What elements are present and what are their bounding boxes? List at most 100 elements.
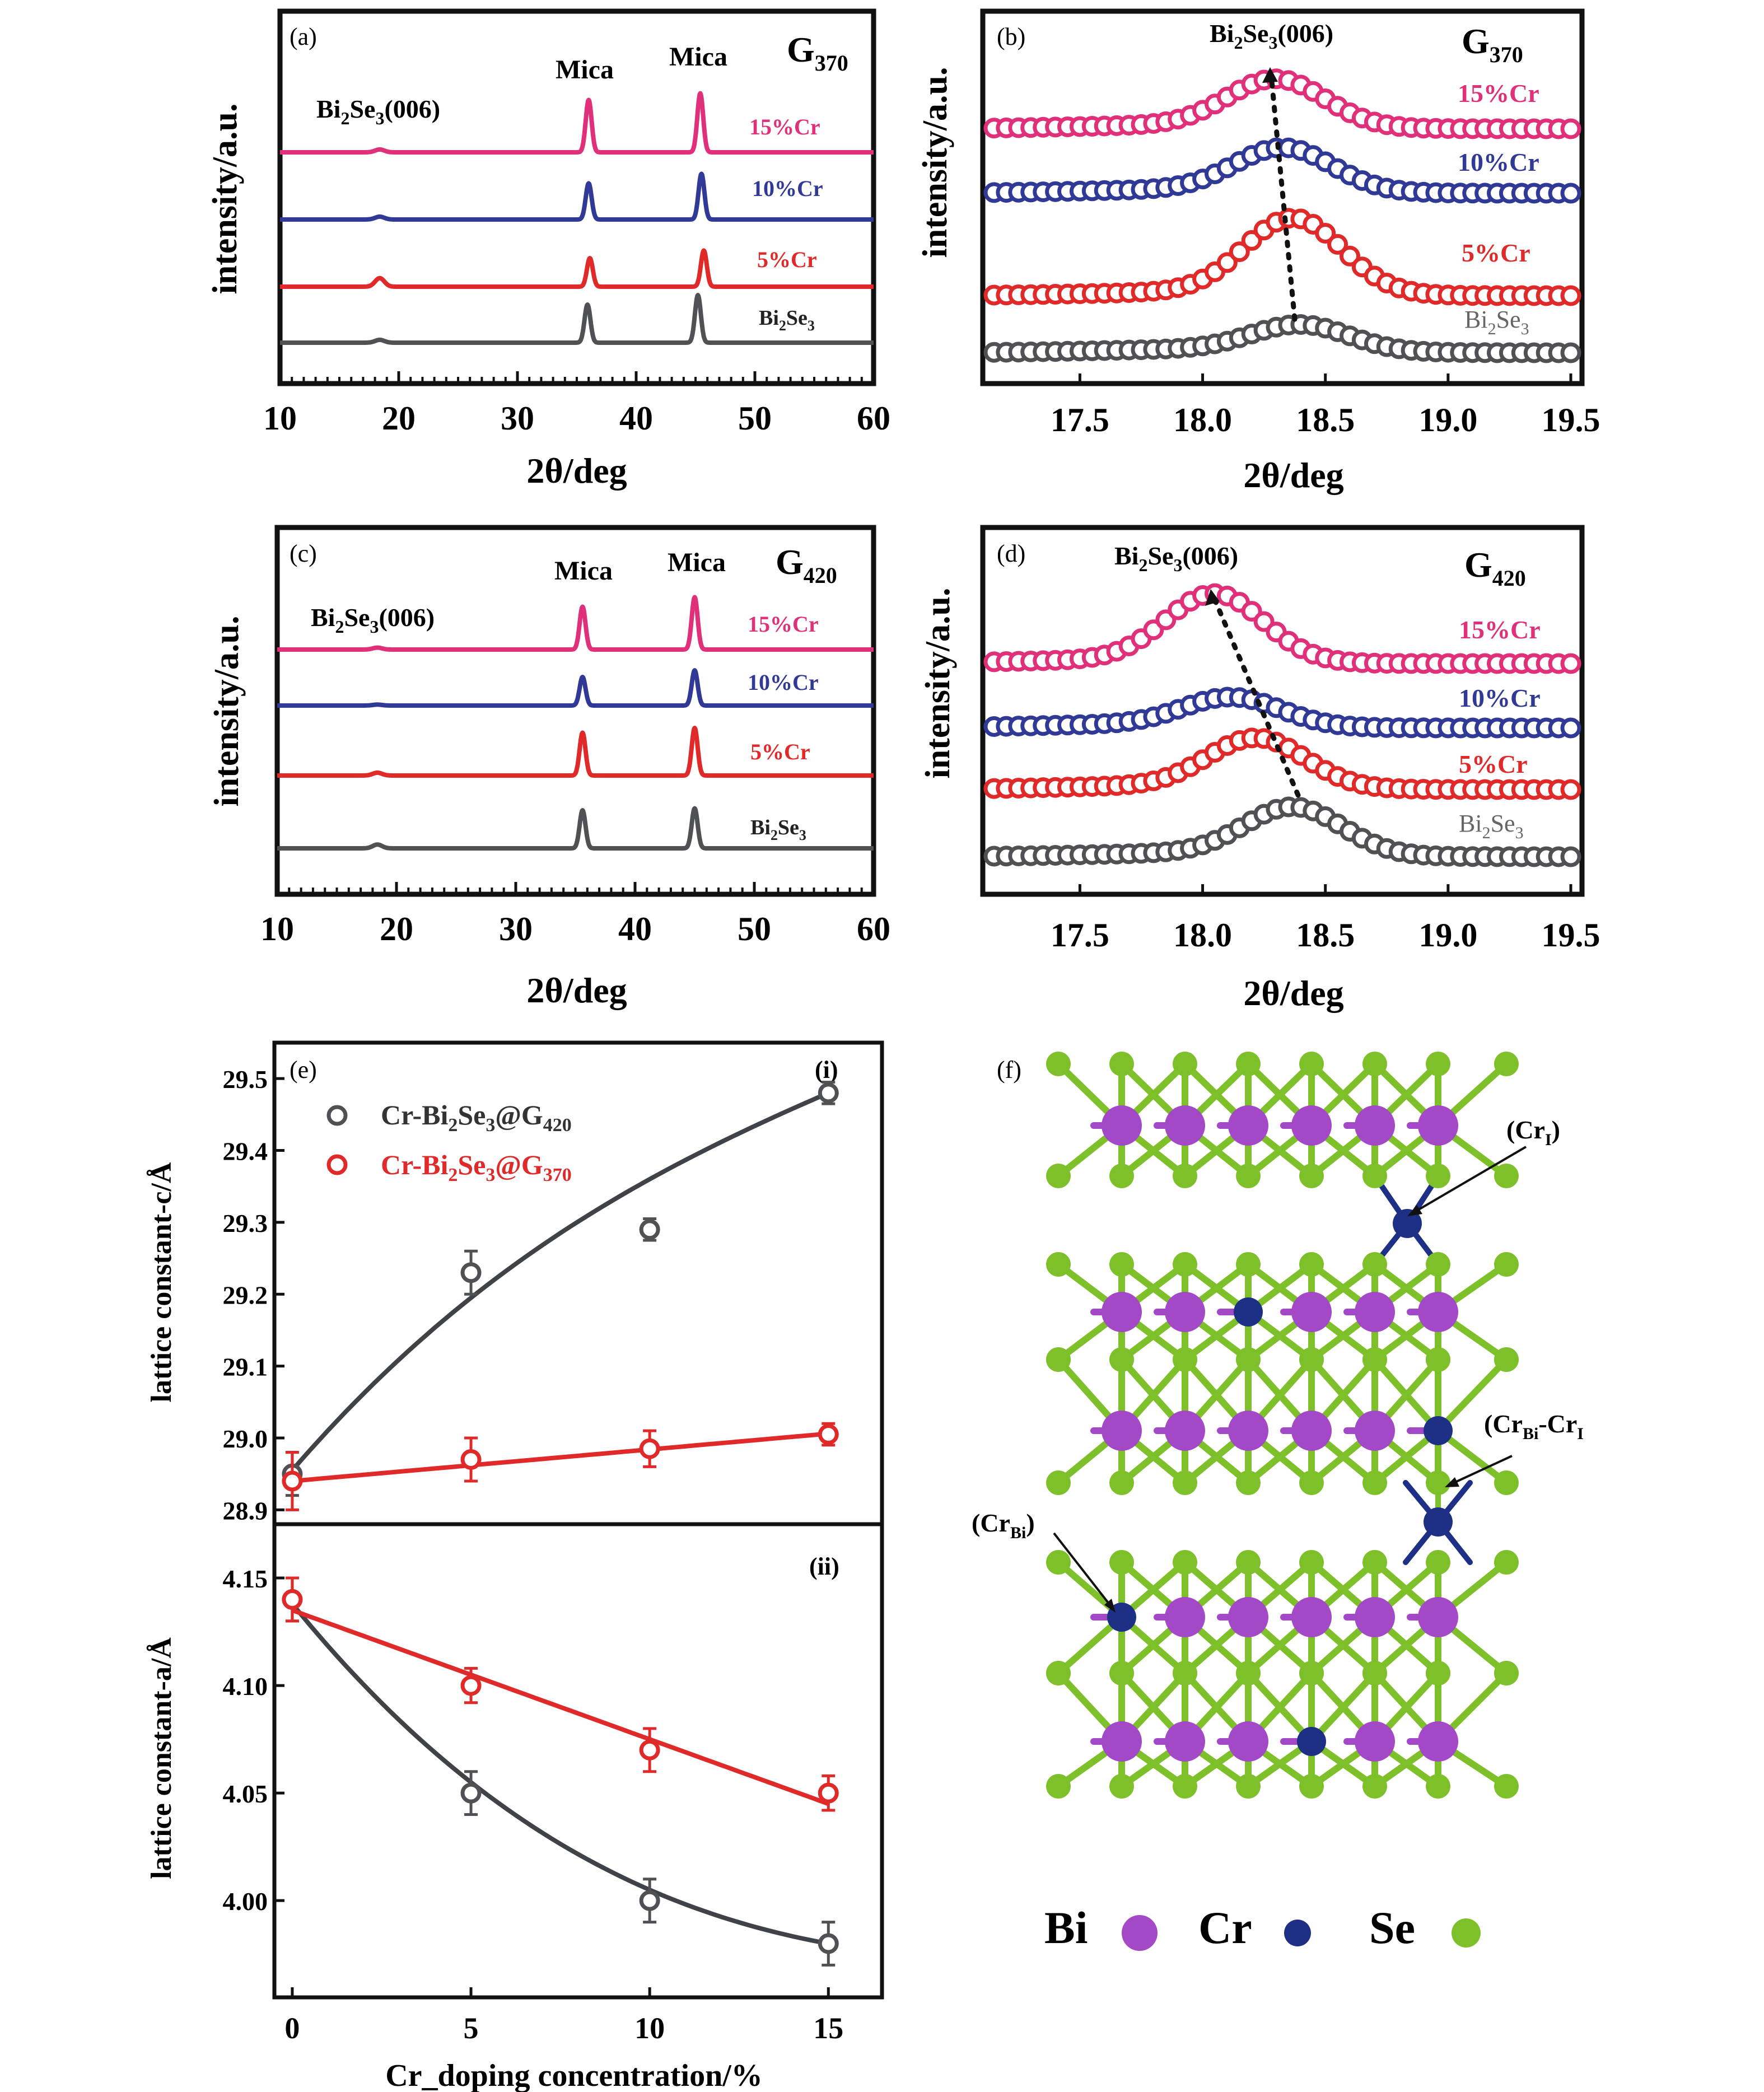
bi-atom: [1165, 1292, 1205, 1332]
panel-b-xrd-zoom-g370: (b) G370 Bi2Se3(006) 15%Cr 10%Cr 5%Cr Bi…: [916, 8, 1600, 495]
panel-f-crystal-structure: (f) (CrI) (CrBi-CrI (CrBi) Bi Cr Se: [972, 1052, 1584, 1953]
panel-c-series-label-15: 15%Cr: [748, 611, 819, 637]
data-point-Cr-Bi2Se3@G420: [639, 1890, 660, 1911]
panel-b-frame: [980, 8, 1585, 386]
se-atom: [1173, 1661, 1197, 1685]
data-point-5%Cr: [1315, 223, 1336, 244]
cr-atom: [1234, 1297, 1263, 1327]
fit-curve-Cr-Bi2Se3@G370: [292, 1431, 829, 1483]
se-atom: [1046, 1252, 1071, 1277]
trace-Bi₂Se₃: [278, 293, 875, 345]
fit-curve-Cr-Bi2Se3@G420: [290, 1602, 829, 1946]
panel-e-sub-i-label: (i): [815, 1056, 838, 1084]
bi-atom: [1355, 1721, 1395, 1762]
y-tick-label: 4.15: [223, 1565, 268, 1593]
data-point-5%Cr: [1216, 252, 1238, 273]
se-atom: [1494, 1550, 1519, 1575]
trace-5%Cr: [278, 248, 875, 289]
panel-c-mica-1: Mica: [554, 556, 613, 586]
panel-b-series-label-10: 10%Cr: [1458, 148, 1539, 176]
bi-atom: [1291, 1411, 1332, 1451]
panel-c-tag: G420: [776, 542, 837, 588]
x-tick-label: 5: [464, 2011, 479, 2045]
se-atom: [1236, 1661, 1261, 1685]
x-tick-label: 60: [857, 400, 890, 437]
x-tick-label: 15: [813, 2011, 843, 2045]
se-atom: [1494, 1347, 1519, 1372]
panel-e-label: (e): [290, 1056, 317, 1084]
fit-curve-Cr-Bi2Se3@G370: [291, 1608, 829, 1806]
se-atom: [1046, 1347, 1071, 1372]
panel-c-series-label-bi2se3: Bi2Se3: [750, 816, 806, 843]
se-atom: [1494, 1052, 1519, 1076]
se-atom: [1299, 1252, 1324, 1277]
panel-b-shift-arrow: [1268, 73, 1298, 322]
pointer-cr-i-head: [1407, 1205, 1422, 1216]
bond: [1371, 1356, 1441, 1434]
x-tick-label: 20: [380, 910, 413, 947]
bond: [1245, 1670, 1315, 1745]
x-tick-label: 10: [260, 910, 294, 947]
se-atom: [1109, 1550, 1134, 1575]
trace-Bi₂Se₃: [276, 806, 875, 851]
bond: [1435, 1356, 1510, 1434]
bi-atom: [1355, 1292, 1395, 1332]
panel-b-xlabel: 2θ/deg: [1243, 455, 1343, 495]
se-atom: [1109, 1470, 1134, 1495]
data-point-10%Cr: [1560, 183, 1581, 204]
atom-legend-bi-text: Bi: [1044, 1902, 1088, 1953]
se-atom: [1362, 1661, 1387, 1685]
trace-10%Cr: [276, 668, 875, 708]
panel-d-xlabel: 2θ/deg: [1243, 973, 1343, 1013]
panel-b-label: (b): [997, 23, 1025, 50]
se-atom: [1236, 1252, 1261, 1277]
panel-a-tag: G370: [787, 30, 848, 76]
panel-c-series-label-5: 5%Cr: [750, 739, 810, 764]
panel-c-series-label-10: 10%Cr: [748, 670, 819, 695]
se-atom: [1046, 1052, 1071, 1076]
data-point-Cr-Bi2Se3@G370: [282, 1589, 303, 1610]
panel-e-xlabel: Cr_doping concentration/%: [385, 2058, 763, 2092]
se-atom: [1426, 1550, 1450, 1575]
legend-marker-g420: [326, 1105, 348, 1126]
legend-label-g370: Cr-Bi2Se3@G370: [381, 1149, 572, 1185]
panel-a-mica-2: Mica: [669, 42, 727, 72]
se-atom: [1299, 1347, 1324, 1372]
panel-d-label: (d): [997, 540, 1025, 567]
panel-d-frame: [980, 525, 1585, 897]
bi-atom: [1418, 1105, 1458, 1146]
cr-atom: [1393, 1209, 1422, 1238]
panel-a-mica-1: Mica: [556, 55, 614, 85]
panel-d-xrd-zoom-g420: (d) G420 Bi2Se3(006) 15%Cr 10%Cr 5%Cr Bi…: [919, 525, 1600, 1013]
se-atom: [1426, 1252, 1450, 1277]
panel-a-xlabel: 2θ/deg: [526, 451, 627, 491]
data-point-Bi₂Se₃: [1560, 846, 1581, 867]
panel-d-tag: G420: [1464, 545, 1526, 591]
x-tick-label: 30: [499, 910, 533, 947]
se-atom: [1173, 1470, 1197, 1495]
x-tick-label: 50: [738, 910, 771, 947]
se-atom: [1362, 1164, 1387, 1188]
label-cr-i: (CrI): [1506, 1115, 1560, 1149]
se-atom: [1299, 1164, 1324, 1188]
x-tick-label: 18.0: [1173, 401, 1232, 438]
panel-c-mica-2: Mica: [668, 548, 726, 577]
atom-legend-cr-text: Cr: [1198, 1902, 1252, 1953]
panel-a-series-label-10: 10%Cr: [752, 176, 823, 201]
se-atom: [1494, 1774, 1519, 1799]
panel-d-series-label-bi2se3: Bi2Se3: [1459, 810, 1524, 842]
y-tick-label: 29.5: [223, 1065, 268, 1094]
x-tick-label: 40: [618, 910, 652, 947]
panel-d-ylabel: intensity/a.u.: [919, 587, 957, 778]
panel-a-xrd-g370: (a) G370 Bi2Se3(006) Mica Mica 15%Cr 10%…: [206, 8, 890, 491]
pointer-cr-bi: [1053, 1532, 1113, 1608]
se-atom: [1173, 1774, 1197, 1799]
se-atom: [1362, 1052, 1387, 1076]
bi-atom: [1165, 1597, 1205, 1637]
x-tick-label: 10: [263, 400, 297, 437]
se-atom: [1236, 1164, 1261, 1188]
atom-legend-se-icon: [1452, 1918, 1481, 1948]
trace-5%Cr: [276, 726, 875, 778]
se-atom: [1109, 1052, 1134, 1076]
cr-atom: [1424, 1416, 1453, 1445]
